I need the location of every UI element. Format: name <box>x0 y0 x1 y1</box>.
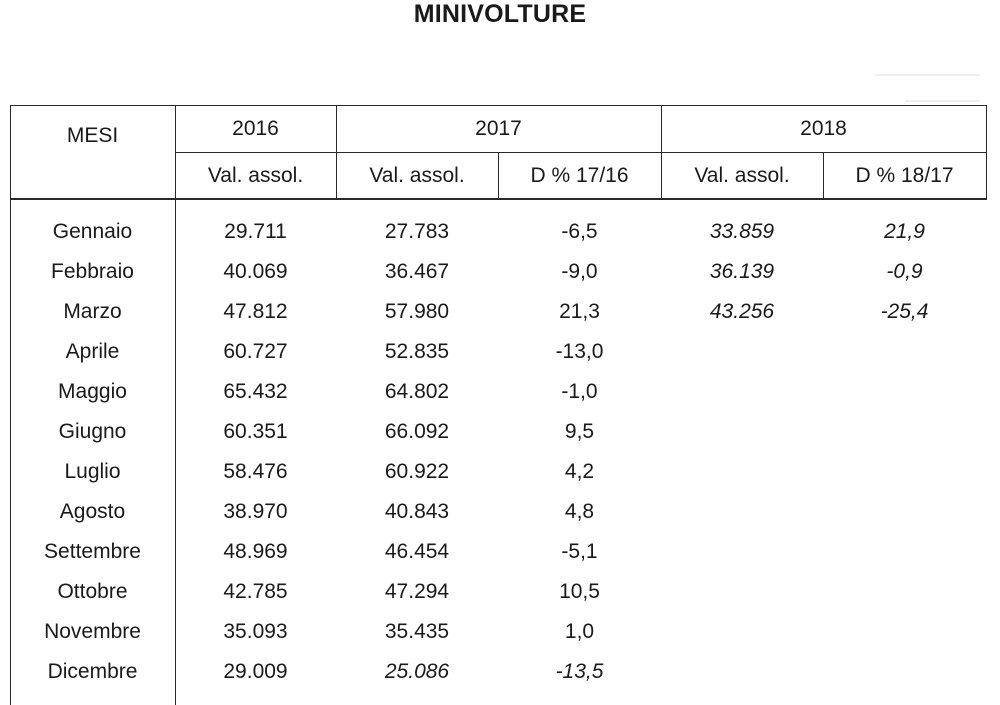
page-title: MINIVOLTURE <box>413 0 587 28</box>
faint-mark <box>875 74 980 76</box>
cell-d1817: -25,4 <box>880 300 929 323</box>
cell-d1716: -1,0 <box>561 380 598 403</box>
cell-v2017: 64.802 <box>384 380 450 403</box>
cell-mese: Marzo <box>63 300 122 323</box>
cell-d1716: 21,3 <box>559 300 600 323</box>
cell-d1716: -13,0 <box>555 340 604 363</box>
cell-v2016: 65.432 <box>223 380 288 403</box>
header-year-2016: 2016 <box>232 117 279 140</box>
cell-v2016: 29.009 <box>223 660 288 683</box>
col-divider-2017-sub <box>498 152 499 200</box>
cell-v2017: 36.467 <box>384 260 450 283</box>
cell-d1716: 10,5 <box>559 580 600 603</box>
cell-v2016: 38.970 <box>223 500 288 523</box>
cell-d1716: 4,8 <box>564 500 595 523</box>
subheader-val-2016: Val. assol. <box>207 164 304 187</box>
cell-v2017: 47.294 <box>384 580 450 603</box>
cell-v2018: 36.139 <box>709 260 775 283</box>
cell-mese: Luglio <box>64 460 121 483</box>
cell-d1716: -13,5 <box>555 660 604 683</box>
cell-v2018: 33.859 <box>709 220 775 243</box>
header-mid-line <box>175 152 987 153</box>
cell-v2017: 46.454 <box>384 540 450 563</box>
cell-v2016: 35.093 <box>223 620 288 643</box>
cell-d1716: 4,2 <box>564 460 595 483</box>
cell-mese: Giugno <box>58 420 127 443</box>
cell-v2016: 58.476 <box>223 460 288 483</box>
cell-v2017: 52.835 <box>384 340 450 363</box>
col-divider-2017 <box>661 105 662 200</box>
cell-v2016: 29.711 <box>224 220 287 243</box>
cell-d1716: -6,5 <box>561 220 598 243</box>
table-border-top <box>10 105 987 106</box>
cell-mese: Aprile <box>65 340 120 363</box>
subheader-val-2018: Val. assol. <box>694 164 790 187</box>
col-divider-mesi <box>175 105 176 705</box>
cell-mese: Gennaio <box>52 220 133 243</box>
table-border-left <box>10 105 11 705</box>
cell-v2017: 60.922 <box>384 460 450 483</box>
subheader-delta-17-16: D % 17/16 <box>530 164 629 187</box>
cell-v2016: 60.727 <box>223 340 288 363</box>
cell-mese: Maggio <box>58 380 127 403</box>
cell-v2017: 27.783 <box>384 220 450 243</box>
cell-v2017: 25.086 <box>384 660 450 683</box>
header-mesi: MESI <box>66 124 119 147</box>
header-year-2017: 2017 <box>475 117 522 140</box>
cell-v2016: 40.069 <box>223 260 288 283</box>
header-year-2018: 2018 <box>800 117 847 140</box>
cell-v2016: 48.969 <box>223 540 288 563</box>
subheader-val-2017: Val. assol. <box>369 164 465 187</box>
cell-mese: Novembre <box>44 620 141 643</box>
cell-v2017: 35.435 <box>384 620 450 643</box>
table-border-right <box>986 105 987 200</box>
cell-d1716: 9,5 <box>564 420 595 443</box>
cell-d1817: 21,9 <box>884 220 925 243</box>
subheader-delta-18-17: D % 18/17 <box>855 164 954 187</box>
cell-d1716: 1,0 <box>564 620 595 643</box>
cell-mese: Ottobre <box>57 580 128 603</box>
cell-d1716: -9,0 <box>561 260 598 283</box>
cell-mese: Settembre <box>44 540 141 563</box>
cell-v2017: 66.092 <box>384 420 450 443</box>
cell-v2018: 43.256 <box>709 300 775 323</box>
cell-v2016: 42.785 <box>223 580 288 603</box>
faint-mark <box>905 100 980 102</box>
cell-mese: Agosto <box>59 500 126 523</box>
cell-v2017: 57.980 <box>384 300 450 323</box>
cell-d1817: -0,9 <box>886 260 923 283</box>
col-divider-2016 <box>336 105 337 200</box>
cell-mese: Dicembre <box>47 660 138 683</box>
cell-d1716: -5,1 <box>561 540 598 563</box>
cell-mese: Febbraio <box>51 260 134 283</box>
cell-v2016: 60.351 <box>223 420 288 443</box>
cell-v2017: 40.843 <box>384 500 450 523</box>
cell-v2016: 47.812 <box>223 300 288 323</box>
col-divider-2018-sub <box>823 152 824 200</box>
